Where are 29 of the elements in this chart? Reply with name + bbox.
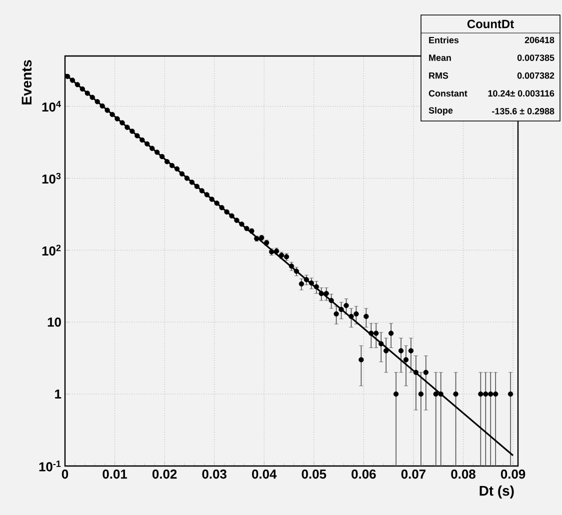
y-tick-label: 10$^{2}$	[42, 244, 61, 256]
y-axis-title: Events	[22, 60, 32, 104]
x-tick-label: 0.08	[451, 470, 476, 479]
x-tick-label: 0.07	[401, 470, 426, 479]
x-axis-title: Dt (s)	[480, 485, 514, 498]
y-tick-label: 10$^{3}$	[42, 172, 61, 184]
annotation: 10.24± 0.003116	[488, 90, 554, 97]
x-tick-label: 0.06	[352, 470, 376, 479]
annotation: RMS	[429, 72, 448, 79]
y-tick-label: 10	[48, 318, 61, 327]
x-tick-label: 0.03	[202, 470, 226, 479]
y-tick-label: 10$^{4}$	[42, 100, 61, 112]
annotation: Constant	[428, 90, 468, 97]
text: 206418	[524, 36, 554, 44]
annotation: 0.007382	[517, 72, 554, 79]
text: CountDt	[467, 20, 514, 28]
y-tick-label: 1	[55, 390, 62, 399]
x-tick-label: 0	[62, 470, 68, 479]
annotation: 0.007385	[517, 54, 554, 61]
y-tick-label: 10$^{-1}$	[39, 460, 61, 472]
x-tick-label: 0.05	[302, 470, 326, 479]
x-tick-label: 0.01	[102, 470, 128, 479]
annotation: Slope	[428, 107, 453, 116]
x-tick-label: 0.09	[500, 470, 526, 479]
annotation: Mean	[429, 54, 451, 61]
x-tick-label: 0.04	[252, 470, 277, 479]
x-tick-label: 0.02	[152, 470, 177, 479]
text: Entries	[429, 36, 459, 44]
annotation: -135.6 ± 0.2988	[492, 108, 554, 114]
